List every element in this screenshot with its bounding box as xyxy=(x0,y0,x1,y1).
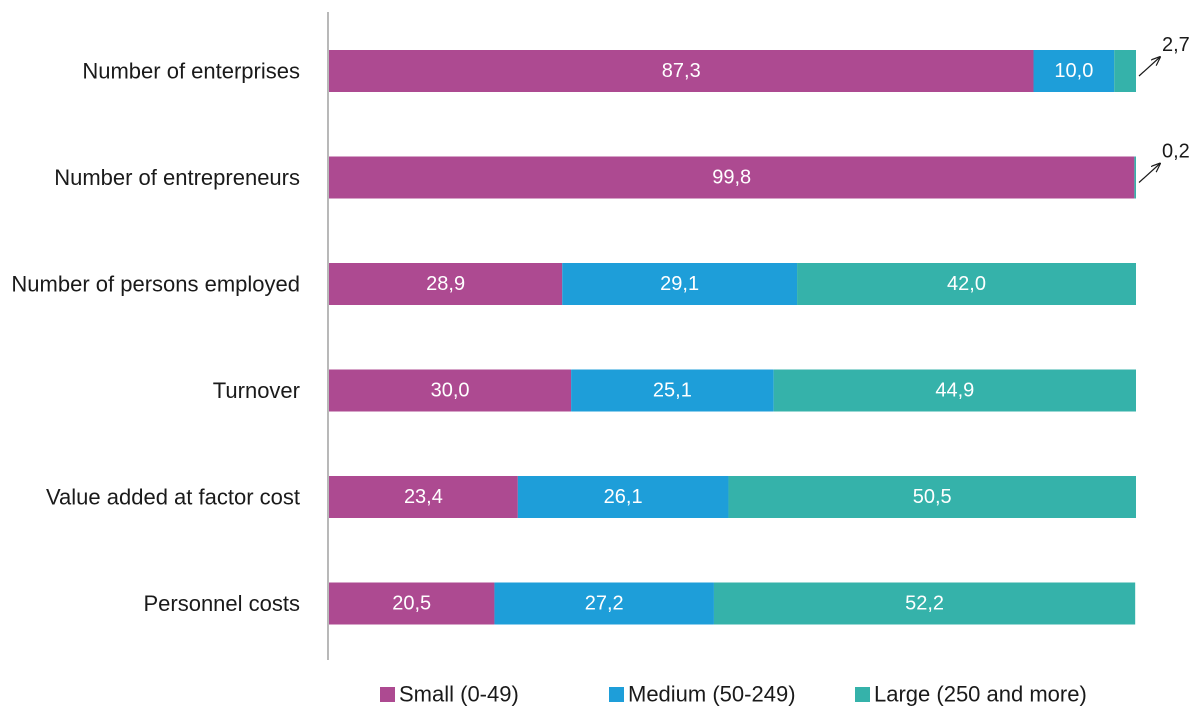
data-label: 44,9 xyxy=(935,380,974,402)
legend-swatch xyxy=(609,687,624,702)
callouts: 2,7 0,2 xyxy=(1138,34,1190,183)
callout-arrow xyxy=(1138,57,1160,77)
data-label: 87,3 xyxy=(662,60,701,82)
category-label: Personnel costs xyxy=(143,591,300,616)
data-label: 25,1 xyxy=(653,380,692,402)
bar-segment xyxy=(329,156,1135,199)
data-label: 99,8 xyxy=(712,167,751,189)
data-label: 50,5 xyxy=(913,486,952,508)
legend-label: Small (0-49) xyxy=(399,682,519,707)
data-label: 20,5 xyxy=(392,593,431,615)
category-label: Number of entrepreneurs xyxy=(54,165,300,190)
callout-arrow xyxy=(1138,164,1160,183)
bar-segment xyxy=(329,582,495,625)
data-label: 42,0 xyxy=(947,273,986,295)
bar-segment xyxy=(329,50,1034,92)
bar-segment xyxy=(1033,50,1115,92)
category-labels: Number of enterprises Number of entrepren… xyxy=(11,59,300,617)
bar-segment xyxy=(562,263,798,305)
category-label: Number of persons employed xyxy=(11,272,300,297)
data-label: 27,2 xyxy=(585,593,624,615)
category-label: Turnover xyxy=(213,378,300,403)
bar-segment xyxy=(494,582,714,625)
legend: Small (0-49) Medium (50-249) Large (250 an… xyxy=(380,682,1087,707)
bar-segment xyxy=(713,582,1136,625)
callout-label: 0,2 xyxy=(1162,141,1190,163)
bar-segment xyxy=(728,476,1136,518)
bar-segment xyxy=(517,476,729,518)
callout-label: 2,7 xyxy=(1162,34,1190,56)
bars: 87,3 10,0 99,8 28,9 29,1 42,0 30,0 25,1 44,9 23,4… xyxy=(329,50,1136,625)
data-label: 10,0 xyxy=(1054,60,1093,82)
bar-segment xyxy=(329,369,572,412)
data-label: 30,0 xyxy=(431,380,470,402)
data-label: 29,1 xyxy=(660,273,699,295)
bar-segment xyxy=(1134,156,1136,199)
data-label: 26,1 xyxy=(604,486,643,508)
bar-segment xyxy=(797,263,1136,305)
data-label: 23,4 xyxy=(404,486,443,508)
data-label: 52,2 xyxy=(905,593,944,615)
category-label: Number of enterprises xyxy=(82,59,300,84)
bar-segment xyxy=(329,263,563,305)
category-label: Value added at factor cost xyxy=(46,485,300,510)
bar-segment xyxy=(1114,50,1136,92)
legend-label: Medium (50-249) xyxy=(628,682,796,707)
data-label: 28,9 xyxy=(426,273,465,295)
legend-label: Large (250 and more) xyxy=(874,682,1087,707)
legend-swatch xyxy=(855,687,870,702)
bar-segment xyxy=(773,369,1136,412)
bar-segment xyxy=(571,369,774,412)
legend-swatch xyxy=(380,687,395,702)
bar-segment xyxy=(329,476,518,518)
